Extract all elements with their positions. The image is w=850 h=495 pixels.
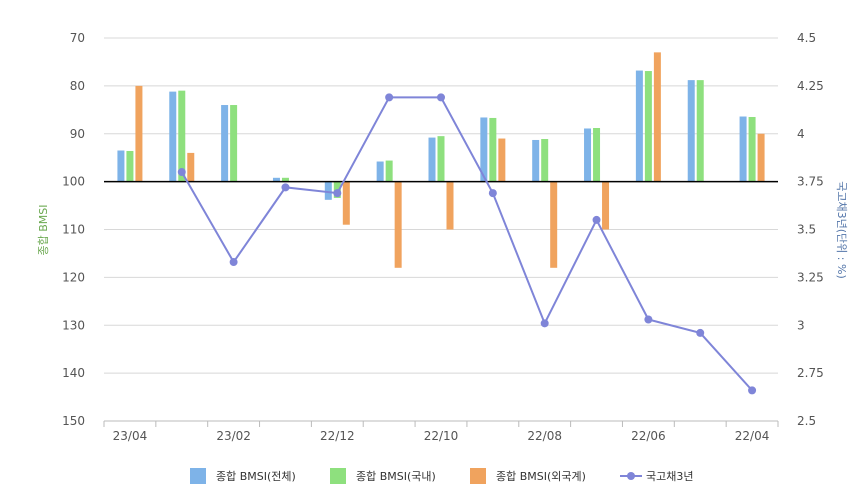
bar xyxy=(376,161,384,182)
bar xyxy=(696,80,704,182)
y-tick-label: 140 xyxy=(62,366,85,380)
bar xyxy=(221,105,229,182)
bar xyxy=(117,150,125,182)
bar xyxy=(272,177,280,182)
bar xyxy=(532,139,540,182)
x-axis: 23/04 23/02 22/12 22/10 22/08 22/06 22/04 xyxy=(103,420,779,443)
line-point xyxy=(437,93,445,102)
line-point xyxy=(177,168,186,177)
bar xyxy=(498,138,506,182)
bar xyxy=(446,181,454,230)
legend-label: 종합 BMSI(전체) xyxy=(216,470,296,483)
y2-tick-label: 3.75 xyxy=(797,175,824,189)
legend-item[interactable]: 종합 BMSI(외국계) xyxy=(470,468,586,484)
legend-label: 종합 BMSI(외국계) xyxy=(496,470,586,483)
bar xyxy=(653,52,661,182)
bar xyxy=(178,90,186,182)
line-point xyxy=(748,386,757,395)
bar xyxy=(635,70,643,182)
legend-swatch xyxy=(190,468,206,484)
y2-tick-label: 2.5 xyxy=(797,414,816,428)
x-tick-label: 22/10 xyxy=(424,429,459,443)
y-tick-label: 150 xyxy=(62,414,85,428)
legend-label: 종합 BMSI(국내) xyxy=(356,470,436,483)
bar xyxy=(187,152,195,182)
y2-tick-label: 4 xyxy=(797,127,805,141)
y-tick-label: 110 xyxy=(62,223,85,237)
x-tick-label: 22/06 xyxy=(631,429,666,443)
bar xyxy=(480,117,488,182)
bar xyxy=(428,137,436,182)
bar xyxy=(687,80,695,182)
bar xyxy=(644,71,652,182)
bar xyxy=(437,136,445,182)
line-point xyxy=(592,215,601,224)
bar xyxy=(739,116,747,182)
line-point xyxy=(488,189,497,198)
x-tick-label: 22/04 xyxy=(735,429,770,443)
y2-tick-label: 2.75 xyxy=(797,366,824,380)
x-tick-label: 22/08 xyxy=(527,429,562,443)
y-tick-label: 90 xyxy=(70,127,85,141)
y-tick-label: 80 xyxy=(70,79,85,93)
y2-tick-label: 3 xyxy=(797,318,805,332)
bar xyxy=(550,181,558,268)
y2-tick-label: 3.5 xyxy=(797,223,816,237)
x-tick-label: 23/02 xyxy=(216,429,251,443)
bar xyxy=(541,139,549,182)
line-point xyxy=(385,93,394,102)
bar xyxy=(394,181,402,268)
bars xyxy=(117,52,765,268)
legend-label: 국고채3년 xyxy=(646,470,693,483)
legend-swatch xyxy=(470,468,486,484)
bar xyxy=(135,85,143,182)
y-tick-label: 130 xyxy=(62,318,85,332)
left-axis-ticks: 70 80 90 100 110 120 130 140 150 xyxy=(62,31,85,428)
bar xyxy=(126,150,134,182)
line-point xyxy=(540,319,549,328)
bar xyxy=(748,116,756,182)
line-point xyxy=(696,328,705,337)
bar xyxy=(169,91,177,182)
legend-item[interactable]: 국고채3년 xyxy=(620,470,693,483)
bar xyxy=(324,181,332,200)
y-tick-label: 120 xyxy=(62,270,85,284)
legend-swatch xyxy=(330,468,346,484)
bar xyxy=(342,181,350,225)
left-axis-title: 종합 BMSI xyxy=(37,204,50,255)
right-axis-ticks: 2.5 2.75 3 3.25 3.5 3.75 4 4.25 4.5 xyxy=(797,31,824,428)
line-point xyxy=(644,315,653,324)
y2-tick-label: 3.25 xyxy=(797,270,824,284)
y-tick-label: 100 xyxy=(62,175,85,189)
bar xyxy=(593,128,601,182)
bar xyxy=(230,105,238,182)
legend-item[interactable]: 종합 BMSI(국내) xyxy=(330,468,436,484)
bar xyxy=(757,133,765,182)
line-point xyxy=(333,189,342,198)
bar xyxy=(281,177,289,182)
legend-item[interactable]: 종합 BMSI(전체) xyxy=(190,468,296,484)
x-tick-label: 23/04 xyxy=(113,429,148,443)
y2-tick-label: 4.5 xyxy=(797,31,816,45)
line-point xyxy=(229,258,238,267)
bar xyxy=(385,160,393,182)
legend-marker xyxy=(627,472,635,480)
y2-tick-label: 4.25 xyxy=(797,79,824,93)
line-point xyxy=(281,183,290,192)
line-series xyxy=(177,93,757,395)
x-tick-label: 22/12 xyxy=(320,429,355,443)
bar xyxy=(489,117,497,182)
right-axis-title: 국고채3년(단위 : %) xyxy=(835,181,848,278)
y-tick-label: 70 xyxy=(70,31,85,45)
line-path xyxy=(180,96,753,392)
legend[interactable]: 종합 BMSI(전체) 종합 BMSI(국내) 종합 BMSI(외국계) 국고채3년 xyxy=(190,468,693,484)
bar xyxy=(602,181,610,230)
bar xyxy=(584,128,592,182)
